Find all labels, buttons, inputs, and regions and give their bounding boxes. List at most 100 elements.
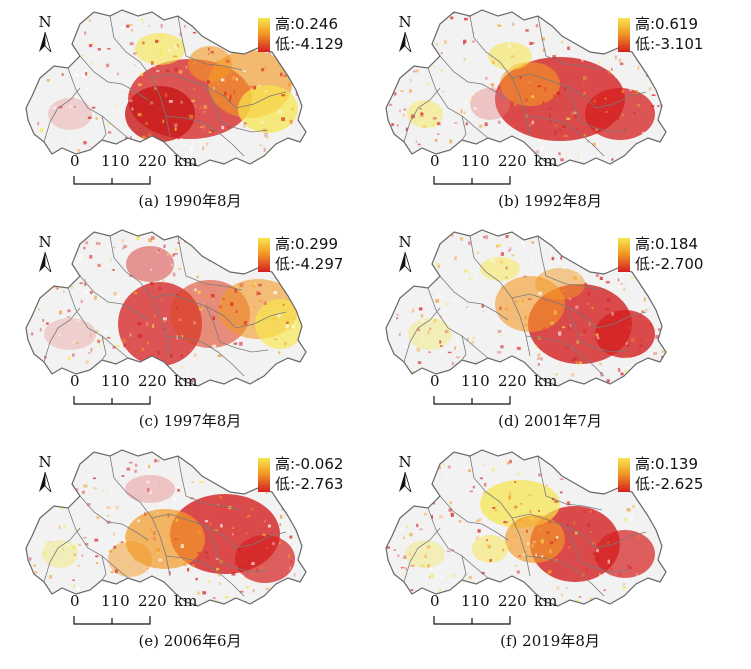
panel-caption: (e) 2006年6月	[138, 632, 242, 650]
value-speckle	[253, 85, 256, 90]
legend-low-value: 低:-2.625	[635, 475, 704, 493]
value-speckle	[120, 587, 123, 590]
city-boundary	[235, 311, 287, 329]
value-speckle	[115, 505, 119, 510]
value-speckle	[208, 131, 212, 133]
province-map	[385, 229, 667, 387]
value-speckle	[518, 518, 523, 521]
value-speckle	[578, 596, 582, 598]
value-speckle	[403, 65, 407, 68]
value-speckle	[283, 74, 288, 77]
value-speckle	[408, 153, 410, 156]
value-speckle	[278, 110, 282, 114]
value-speckle	[174, 538, 178, 540]
value-speckle	[216, 454, 220, 457]
value-speckle	[176, 43, 179, 48]
value-speckle	[417, 328, 420, 332]
value-speckle	[519, 75, 522, 79]
value-speckle	[174, 123, 178, 127]
value-speckle	[416, 501, 419, 504]
value-speckle	[605, 308, 610, 311]
value-speckle	[641, 310, 645, 313]
scale-tick-label: 0	[70, 592, 80, 610]
value-speckle	[515, 300, 518, 304]
value-speckle	[227, 25, 231, 27]
value-speckle	[549, 458, 553, 461]
value-speckle	[192, 31, 197, 34]
legend-labels: 高:0.299 低:-4.297	[275, 234, 343, 274]
value-speckle	[581, 165, 585, 166]
value-speckle	[424, 554, 427, 558]
value-speckle	[504, 307, 509, 311]
value-speckle	[253, 284, 256, 288]
value-speckle	[526, 542, 530, 545]
value-speckle	[626, 342, 630, 347]
value-speckle	[491, 467, 495, 472]
value-speckle	[503, 521, 507, 524]
value-speckle	[436, 43, 438, 46]
value-speckle	[617, 351, 619, 355]
value-speckle	[245, 82, 249, 86]
value-speckle	[63, 142, 66, 145]
value-speckle	[107, 514, 110, 518]
value-speckle	[499, 306, 502, 310]
value-speckle	[394, 92, 397, 96]
value-speckle	[646, 168, 648, 170]
city-boundary	[595, 311, 647, 329]
value-zone	[125, 86, 195, 142]
scale-bar: 0 110 220 km	[70, 152, 197, 188]
legend-high-value: 高:0.619	[635, 15, 698, 33]
value-speckle	[123, 245, 128, 248]
value-speckle	[494, 481, 499, 483]
value-speckle	[217, 83, 220, 85]
value-speckle	[562, 289, 567, 292]
value-speckle	[67, 309, 71, 313]
value-speckle	[205, 551, 208, 554]
value-speckle	[611, 312, 614, 316]
value-speckle	[264, 133, 268, 137]
value-speckle	[206, 556, 209, 559]
value-speckle	[474, 106, 477, 110]
value-speckle	[202, 591, 206, 595]
value-speckle	[633, 112, 636, 115]
value-speckle	[286, 321, 289, 324]
value-speckle	[665, 302, 666, 307]
value-speckle	[176, 293, 179, 296]
value-speckle	[548, 520, 551, 524]
value-speckle	[301, 364, 304, 366]
value-speckle	[284, 274, 289, 278]
value-speckle	[566, 501, 571, 506]
value-speckle	[623, 128, 627, 131]
value-speckle	[594, 557, 599, 561]
value-speckle	[305, 321, 306, 325]
value-speckle	[73, 585, 75, 588]
value-speckle	[627, 565, 629, 567]
value-speckle	[238, 483, 241, 487]
value-speckle	[663, 503, 666, 508]
scale-unit: km	[174, 372, 198, 390]
value-speckle	[649, 590, 652, 594]
value-speckle	[546, 572, 551, 575]
value-speckle	[594, 128, 599, 132]
value-speckle	[569, 323, 572, 328]
value-speckle	[617, 313, 621, 317]
value-speckle	[292, 545, 297, 548]
value-speckle	[121, 91, 124, 93]
value-speckle	[419, 38, 423, 41]
value-speckle	[65, 381, 69, 385]
value-speckle	[530, 260, 535, 263]
scale-tick-label: 0	[430, 592, 440, 610]
value-zone	[48, 98, 92, 130]
value-speckle	[420, 599, 422, 601]
value-speckle	[660, 602, 663, 606]
value-speckle	[292, 325, 295, 328]
value-speckle	[472, 336, 475, 340]
value-speckle	[32, 582, 36, 585]
city-boundary	[43, 87, 81, 143]
value-speckle	[576, 457, 580, 462]
value-speckle	[489, 583, 492, 588]
value-speckle	[156, 251, 160, 253]
value-speckle	[178, 268, 182, 270]
legend-color-ramp	[258, 18, 270, 52]
value-speckle	[427, 564, 430, 568]
